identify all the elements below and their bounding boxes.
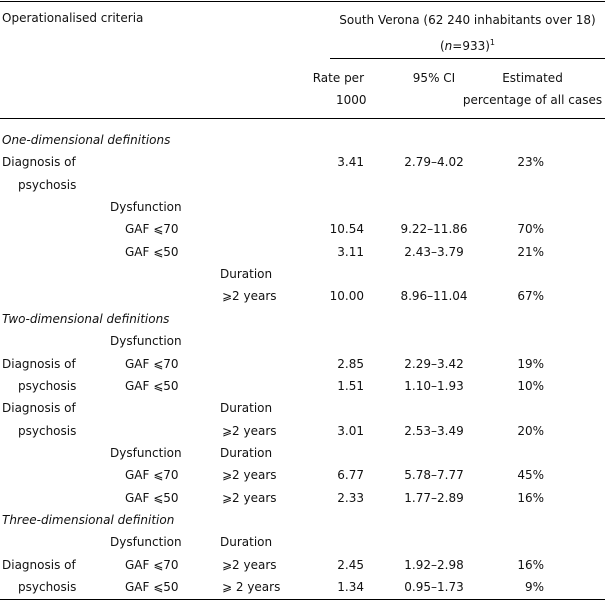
duration-cell: Duration	[220, 445, 273, 460]
rate-cell: 10.00	[329, 289, 364, 304]
diagnosis-cell: Diagnosis of	[2, 155, 76, 170]
rule	[330, 58, 605, 59]
pct-cell: 9%	[524, 580, 544, 594]
rate-cell: 10.54	[329, 222, 364, 237]
section-heading: Three-dimensional definition	[2, 512, 175, 527]
header-population: South Verona (62 240 inhabitants over 18…	[339, 13, 596, 27]
rate-cell: 6.77	[337, 468, 364, 483]
rule	[0, 118, 605, 119]
pct-cell: 67%	[517, 289, 544, 304]
dysfunction-cell: Dysfunction	[110, 334, 182, 349]
pct-cell: 21%	[517, 244, 544, 259]
text: n	[444, 39, 453, 53]
ci-cell: 2.29–3.42	[404, 356, 464, 371]
gaf-cell: GAF ⩽70	[125, 356, 179, 371]
ci-cell: 2.43–3.79	[404, 244, 464, 259]
pct-cell: 16%	[517, 557, 544, 572]
pct-cell: 45%	[517, 468, 544, 483]
pct-cell: 23%	[517, 155, 544, 170]
duration-cell: Duration	[220, 401, 273, 416]
diagnosis-cell: psychosis	[18, 177, 77, 192]
pct-cell: 70%	[517, 222, 544, 237]
duration-cell: ⩾2 years	[222, 468, 277, 483]
diagnosis-cell: Diagnosis of	[2, 557, 76, 572]
gaf-cell: GAF ⩽70	[125, 468, 179, 483]
header-n: (n=933)1	[330, 35, 605, 54]
rate-cell: 2.45	[337, 557, 364, 572]
duration-cell: ⩾2 years	[222, 289, 277, 304]
duration-cell: ⩾2 years	[222, 557, 277, 572]
duration-cell: ⩾2 years	[222, 423, 277, 438]
diagnosis-cell: Diagnosis of	[2, 401, 76, 416]
duration-cell: ⩾2 years	[222, 490, 277, 505]
header-rate: 1000	[336, 93, 367, 107]
ci-cell: 1.92–2.98	[404, 557, 464, 572]
ci-cell: 0.95–1.73	[404, 580, 464, 594]
pct-cell: 16%	[517, 490, 544, 505]
section-heading: Two-dimensional definitions	[2, 311, 170, 326]
footnote-mark: 1	[489, 38, 496, 47]
rate-cell: 2.85	[337, 356, 364, 371]
gaf-cell: GAF ⩽50	[125, 580, 179, 594]
diagnosis-cell: psychosis	[18, 580, 77, 594]
diagnosis-cell: psychosis	[18, 378, 77, 393]
ci-cell: 5.78–7.77	[404, 468, 464, 483]
rate-cell: 3.01	[337, 423, 364, 438]
duration-cell: Duration	[220, 535, 273, 550]
section-heading: One-dimensional definitions	[2, 133, 171, 147]
gaf-cell: GAF ⩽70	[125, 222, 179, 237]
ci-cell: 8.96–11.04	[400, 289, 468, 304]
ci-cell: 2.79–4.02	[404, 155, 464, 170]
header-pct: percentage of all cases	[462, 93, 603, 107]
rate-cell: 1.34	[337, 580, 364, 594]
ci-cell: 2.53–3.49	[404, 423, 464, 438]
pct-cell: 19%	[517, 356, 544, 371]
duration-cell: Duration	[220, 267, 273, 282]
ci-cell: 1.77–2.89	[404, 490, 464, 505]
header-criteria: Operationalised criteria	[2, 11, 144, 25]
duration-cell: ⩾ 2 years	[222, 580, 281, 594]
ci-cell: 9.22–11.86	[400, 222, 468, 237]
rate-cell: 3.41	[337, 155, 364, 170]
pct-cell: 10%	[517, 378, 544, 393]
diagnosis-cell: Diagnosis of	[2, 356, 76, 371]
gaf-cell: GAF ⩽50	[125, 378, 179, 393]
rate-cell: 3.11	[337, 244, 364, 259]
ci-cell: 1.10–1.93	[404, 378, 464, 393]
header-ci: 95% CI	[412, 71, 456, 85]
rate-cell: 2.33	[337, 490, 364, 505]
dysfunction-cell: Dysfunction	[110, 445, 182, 460]
dysfunction-cell: Dysfunction	[110, 535, 182, 550]
text: =933)	[452, 39, 490, 53]
gaf-cell: GAF ⩽50	[125, 490, 179, 505]
text: (	[439, 39, 445, 53]
header-rate: Rate per	[312, 71, 364, 85]
rule	[0, 599, 605, 600]
dysfunction-cell: Dysfunction	[110, 200, 182, 215]
header-pct: Estimated	[502, 71, 563, 85]
gaf-cell: GAF ⩽70	[125, 557, 179, 572]
diagnosis-cell: psychosis	[18, 423, 77, 438]
pct-cell: 20%	[517, 423, 544, 438]
rule	[0, 1, 605, 2]
rate-cell: 1.51	[337, 378, 364, 393]
gaf-cell: GAF ⩽50	[125, 244, 179, 259]
